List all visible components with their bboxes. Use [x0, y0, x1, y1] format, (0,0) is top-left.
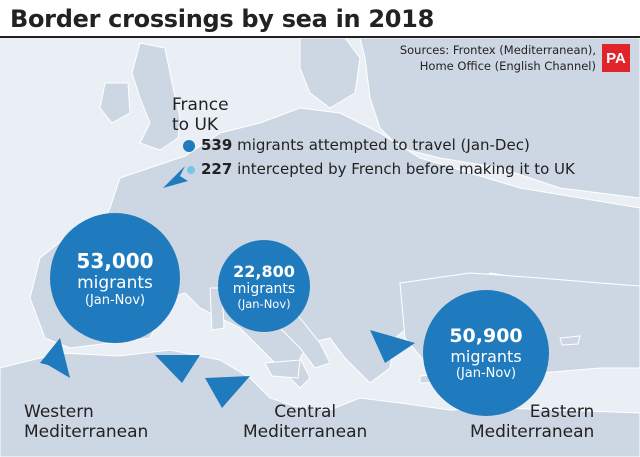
eastern-number: 50,900 — [449, 325, 523, 347]
channel-arrow-icon — [163, 166, 188, 188]
central-mediterranean-label: Central Mediterranean — [243, 402, 367, 442]
central-route-arrow-icon-2 — [205, 376, 250, 408]
great-britain-landmass — [131, 42, 181, 151]
eastern-route-bubble: 50,900 migrants (Jan-Nov) — [423, 290, 549, 416]
eastern-unit: migrants — [450, 347, 522, 366]
western-route-arrow-icon — [40, 338, 70, 378]
intercepted-value: 227 — [201, 160, 233, 178]
western-route-bubble: 53,000 migrants (Jan-Nov) — [50, 213, 180, 343]
central-route-arrow-icon-1 — [155, 355, 200, 383]
sicily-landmass — [264, 359, 301, 379]
western-label-line-1: Western — [24, 402, 94, 422]
north-africa-landmass — [0, 349, 640, 457]
western-unit: migrants — [77, 272, 153, 293]
attempted-dot-icon — [183, 139, 195, 152]
ireland-landmass — [99, 82, 131, 124]
central-label-line-1: Central — [274, 402, 337, 422]
title-divider — [0, 36, 640, 38]
eastern-period: (Jan-Nov) — [455, 366, 517, 381]
western-label-line-2: Mediterranean — [24, 422, 149, 442]
eastern-route-arrow-icon — [370, 330, 415, 363]
page-title: Border crossings by sea in 2018 — [10, 5, 434, 33]
attempted-value: 539 — [201, 136, 233, 154]
channel-title-line-1: France — [172, 95, 229, 115]
cyprus-landmass — [559, 335, 581, 346]
intercepted-text: intercepted by French before making it t… — [237, 160, 575, 178]
western-number: 53,000 — [76, 248, 154, 273]
channel-stat-attempted: 539 migrants attempted to travel (Jan-De… — [183, 136, 530, 154]
sources-note: Sources: Frontex (Mediterranean), Home O… — [400, 42, 596, 74]
pa-logo: PA — [602, 44, 630, 72]
central-period: (Jan-Nov) — [237, 296, 291, 311]
eastern-label-line-1: Eastern — [529, 402, 595, 422]
central-route-bubble: 22,800 migrants (Jan-Nov) — [218, 240, 310, 332]
channel-route-title: France to UK — [172, 95, 229, 135]
western-mediterranean-label: Western Mediterranean — [24, 402, 148, 442]
attempted-text: migrants attempted to travel (Jan-Dec) — [237, 136, 530, 154]
eastern-europe-landmass — [359, 38, 640, 199]
intercepted-dot-icon — [187, 165, 195, 174]
western-period: (Jan-Nov) — [84, 292, 146, 308]
eastern-mediterranean-label: Eastern Mediterranean — [470, 402, 594, 442]
central-unit: migrants — [232, 280, 296, 297]
scandinavia-landmass — [299, 38, 361, 109]
sources-line-1: Sources: Frontex (Mediterranean), — [399, 43, 596, 57]
sources-line-2: Home Office (English Channel) — [419, 59, 596, 73]
channel-stat-intercepted: 227 intercepted by French before making … — [185, 160, 575, 178]
eastern-label-line-2: Mediterranean — [470, 422, 595, 442]
channel-title-line-2: to UK — [172, 115, 219, 135]
central-label-line-2: Mediterranean — [243, 422, 368, 442]
central-number: 22,800 — [233, 261, 295, 281]
